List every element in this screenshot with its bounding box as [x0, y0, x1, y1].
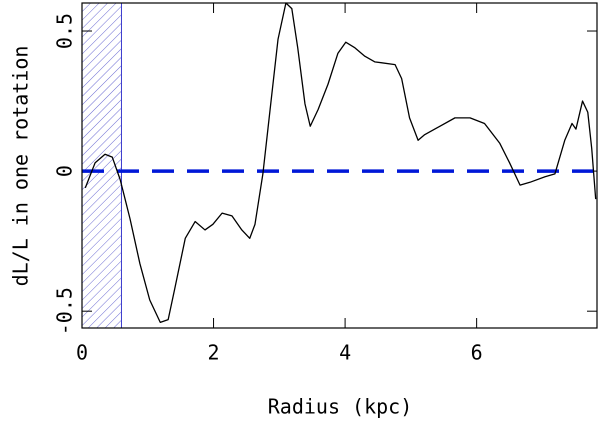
x-tick-label: 2 — [208, 341, 220, 365]
x-tick-label: 0 — [76, 341, 88, 365]
y-tick-label: 0.5 — [53, 13, 77, 49]
plot-frame — [81, 2, 598, 329]
y-tick-label: -0.5 — [53, 287, 77, 335]
y-tick-label: 0 — [53, 165, 77, 177]
x-axis-label: Radius (kpc) — [268, 395, 413, 419]
data-line — [84, 2, 597, 324]
x-tick-label: 4 — [339, 341, 351, 365]
x-tick-label: 6 — [471, 341, 483, 365]
y-axis-label: dL/L in one rotation — [9, 46, 33, 287]
